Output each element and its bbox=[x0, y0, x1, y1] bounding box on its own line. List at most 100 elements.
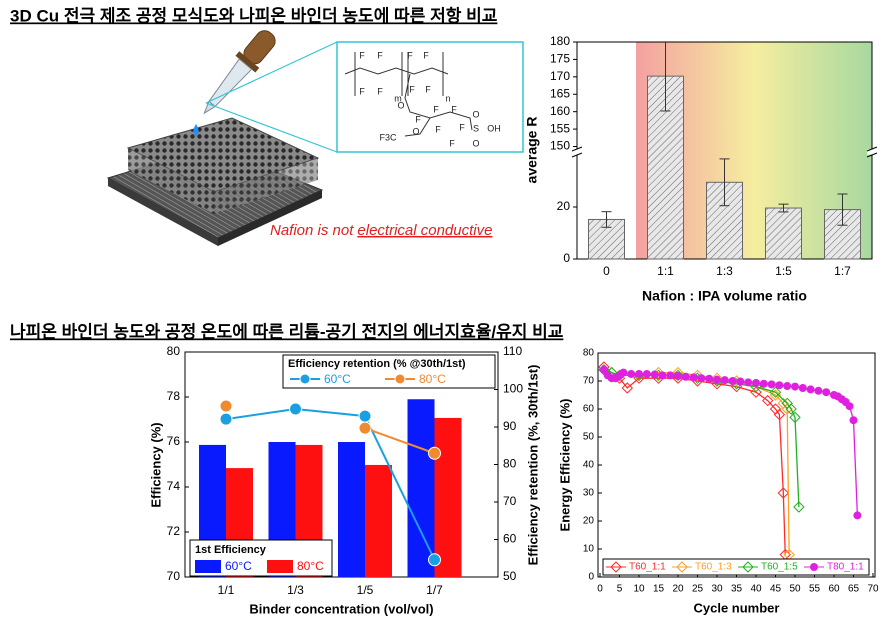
legend-box bbox=[602, 558, 870, 576]
x-tick-label: 50 bbox=[789, 584, 801, 595]
axis-break-mark bbox=[866, 152, 878, 158]
structure-label: F bbox=[423, 50, 429, 60]
y2-tick-label: 60 bbox=[503, 532, 517, 546]
x-axis-title: Cycle number bbox=[694, 600, 780, 615]
x-tick-label: 1/1 bbox=[218, 583, 235, 597]
retention-line bbox=[225, 407, 436, 561]
structure-label: F bbox=[359, 86, 365, 96]
data-marker bbox=[759, 379, 768, 388]
retention-marker bbox=[428, 553, 441, 567]
bar bbox=[434, 417, 462, 577]
y-tick-label: 78 bbox=[167, 389, 181, 403]
data-marker bbox=[627, 370, 636, 378]
structure-label: O bbox=[397, 100, 404, 110]
legend-marker bbox=[394, 373, 406, 385]
data-marker bbox=[793, 501, 805, 513]
legend-title: Efficiency retention (% @30th/1st) bbox=[288, 358, 466, 370]
bar bbox=[765, 207, 802, 260]
data-marker bbox=[599, 365, 608, 374]
legend-marker bbox=[742, 561, 754, 573]
legend-label: T60_1:1 bbox=[629, 562, 666, 573]
y-axis-title: Efficiency (%) bbox=[148, 422, 163, 507]
data-marker bbox=[672, 369, 684, 382]
electrode-illustration bbox=[106, 117, 324, 246]
x-tick-label: 30 bbox=[711, 584, 723, 595]
legend-label: T60_1:3 bbox=[695, 562, 732, 573]
data-marker bbox=[713, 375, 721, 384]
structure-label: OH bbox=[487, 123, 501, 133]
x-tick-label: 1/3 bbox=[287, 583, 304, 597]
data-marker bbox=[767, 380, 776, 389]
structure-label: F bbox=[451, 104, 457, 114]
retention-marker bbox=[358, 421, 372, 435]
x-tick-label: 70 bbox=[867, 584, 879, 595]
x-tick-label: 1/5 bbox=[357, 583, 374, 597]
structure-label: F bbox=[409, 84, 415, 94]
data-marker bbox=[773, 408, 786, 421]
data-marker bbox=[785, 403, 797, 415]
structure-label: n bbox=[445, 93, 450, 103]
caption-emphasis: electrical conductive bbox=[357, 222, 492, 239]
y-tick-label: 40 bbox=[583, 460, 595, 471]
y-tick-label: 60 bbox=[583, 404, 595, 415]
y-tick-label: 170 bbox=[550, 69, 570, 83]
data-marker bbox=[744, 378, 753, 387]
legend-label: 80°C bbox=[297, 559, 324, 573]
data-marker bbox=[674, 371, 682, 380]
data-marker bbox=[853, 511, 862, 520]
structure-label: F bbox=[359, 50, 365, 60]
section-heading: 나피온 바인더 농도와 공정 온도에 따른 리튬-공기 전지의 에너지효율/유지… bbox=[10, 322, 564, 341]
x-tick-label: 1/7 bbox=[426, 583, 443, 597]
y-tick-label: 180 bbox=[550, 34, 570, 48]
y-axis-title: average R bbox=[524, 117, 540, 184]
data-marker bbox=[705, 374, 714, 383]
structure-label: F bbox=[449, 138, 455, 148]
legend-label: T60_1:5 bbox=[761, 562, 798, 573]
y-tick-label: 72 bbox=[167, 524, 181, 538]
x-tick-label: 20 bbox=[672, 584, 684, 595]
legend-marker bbox=[610, 561, 622, 573]
data-marker bbox=[642, 370, 651, 378]
legend-swatch bbox=[195, 560, 221, 573]
data-marker bbox=[822, 388, 831, 397]
y2-tick-label: 110 bbox=[503, 344, 522, 358]
axis-break-mark bbox=[571, 152, 583, 158]
data-marker bbox=[769, 386, 782, 398]
retention-marker bbox=[428, 446, 441, 460]
structure-label: F3C bbox=[379, 132, 397, 142]
bar bbox=[365, 464, 392, 577]
data-marker bbox=[791, 382, 799, 391]
structure-label: F bbox=[459, 122, 465, 132]
axis-break-mark bbox=[866, 146, 878, 152]
legend-label: 80°C bbox=[419, 372, 446, 386]
y-tick-label: 70 bbox=[167, 569, 181, 583]
x-axis-title: Nafion : IPA volume ratio bbox=[642, 288, 807, 304]
legend-label: T80_1:1 bbox=[827, 562, 864, 573]
data-marker bbox=[650, 370, 659, 379]
section-heading: 3D Cu 전극 제조 공정 모식도와 나피온 바인더 농도에 따른 저항 비교 bbox=[10, 5, 498, 25]
structure-label: F bbox=[433, 104, 439, 114]
bar bbox=[407, 399, 435, 577]
y-tick-label: 80 bbox=[167, 344, 181, 358]
legend-marker bbox=[810, 563, 818, 571]
caption-text: Nafion is not bbox=[270, 222, 354, 239]
retention-marker bbox=[289, 402, 302, 416]
structure-label: F bbox=[415, 114, 421, 124]
y2-tick-label: 70 bbox=[503, 494, 517, 508]
x-tick-label: 1:1 bbox=[657, 264, 674, 278]
connector bbox=[205, 41, 338, 104]
structure-bonds bbox=[344, 52, 473, 137]
data-marker bbox=[720, 376, 729, 385]
x-tick-label: 0 bbox=[597, 584, 603, 595]
y-tick-label: 20 bbox=[583, 516, 595, 527]
drop bbox=[193, 124, 199, 136]
x-tick-label: 15 bbox=[653, 584, 665, 595]
y-tick-label: 165 bbox=[550, 86, 570, 100]
y-tick-label: 150 bbox=[550, 139, 570, 153]
y-tick-label: 70 bbox=[583, 376, 595, 387]
data-marker bbox=[752, 378, 760, 387]
y-tick-label: 50 bbox=[583, 432, 595, 443]
legend-marker bbox=[299, 373, 311, 385]
y-tick-label: 76 bbox=[167, 434, 181, 448]
